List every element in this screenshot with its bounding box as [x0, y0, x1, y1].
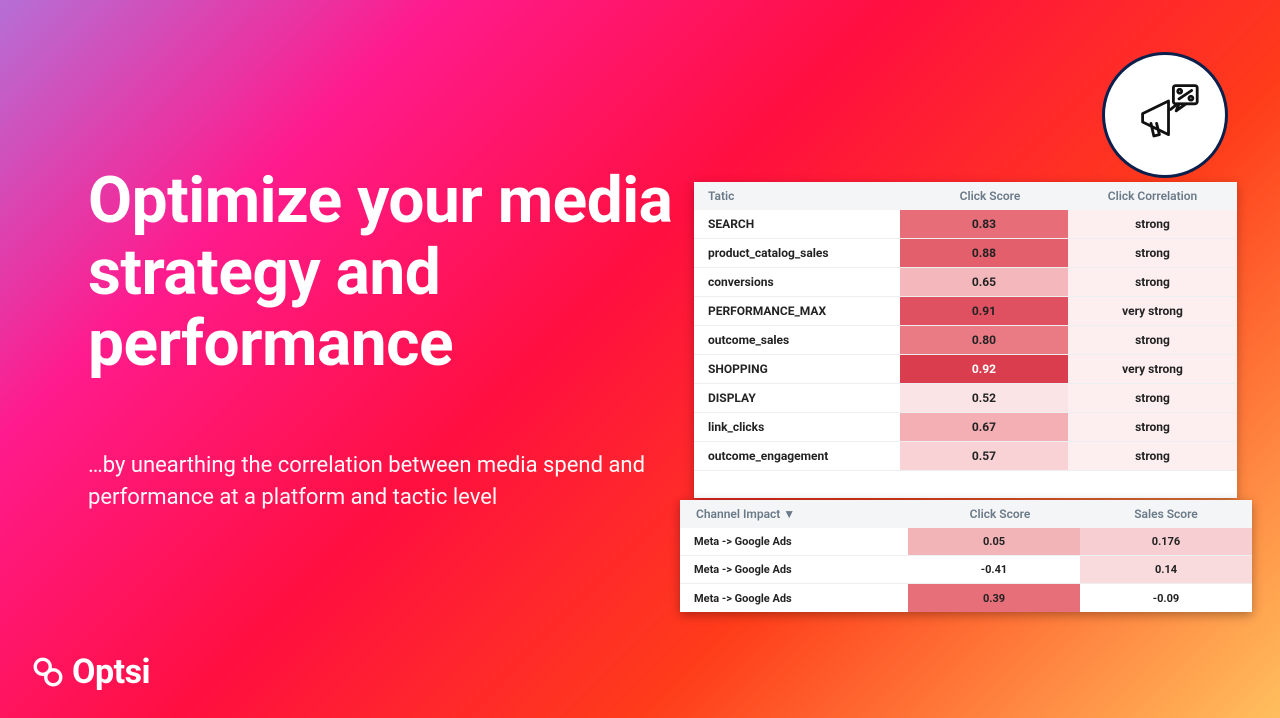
- table-row[interactable]: SHOPPING0.92very strong: [694, 355, 1237, 384]
- channel-cell: Meta -> Google Ads: [680, 556, 908, 583]
- sales-score-cell: -0.09: [1080, 584, 1252, 612]
- tactic-cell: product_catalog_sales: [694, 239, 900, 267]
- col-sales-score[interactable]: Sales Score: [1086, 507, 1246, 521]
- score-cell: 0.83: [900, 210, 1068, 238]
- col-tactic[interactable]: Tatic: [700, 189, 906, 203]
- table-row[interactable]: conversions0.65strong: [694, 268, 1237, 297]
- tactic-cell: SEARCH: [694, 210, 900, 238]
- table-row[interactable]: SEARCH0.83strong: [694, 210, 1237, 239]
- tactic-table: Tatic Click Score Click Correlation SEAR…: [694, 182, 1237, 498]
- tactic-cell: SHOPPING: [694, 355, 900, 383]
- click-score-cell: 0.05: [908, 528, 1080, 555]
- score-cell: 0.88: [900, 239, 1068, 267]
- correlation-cell: strong: [1068, 413, 1237, 441]
- score-cell: 0.80: [900, 326, 1068, 354]
- subtext: …by unearthing the correlation between m…: [88, 450, 648, 514]
- channel-impact-table: Channel Impact ▼ Click Score Sales Score…: [680, 500, 1252, 612]
- headline: Optimize your media strategy and perform…: [88, 165, 688, 380]
- tactic-cell: link_clicks: [694, 413, 900, 441]
- channel-impact-header: Channel Impact ▼ Click Score Sales Score: [680, 500, 1252, 528]
- table-row[interactable]: PERFORMANCE_MAX0.91very strong: [694, 297, 1237, 326]
- correlation-cell: very strong: [1068, 297, 1237, 325]
- col-channel-impact[interactable]: Channel Impact ▼: [686, 507, 914, 521]
- correlation-cell: strong: [1068, 326, 1237, 354]
- tactic-cell: outcome_sales: [694, 326, 900, 354]
- correlation-cell: strong: [1068, 268, 1237, 296]
- score-cell: 0.65: [900, 268, 1068, 296]
- tactic-table-body: SEARCH0.83strongproduct_catalog_sales0.8…: [694, 210, 1237, 471]
- correlation-cell: strong: [1068, 239, 1237, 267]
- promo-icon-badge: [1102, 52, 1228, 178]
- correlation-cell: strong: [1068, 384, 1237, 412]
- channel-impact-body: Meta -> Google Ads0.050.176Meta -> Googl…: [680, 528, 1252, 612]
- correlation-cell: strong: [1068, 442, 1237, 470]
- table-row[interactable]: link_clicks0.67strong: [694, 413, 1237, 442]
- correlation-cell: strong: [1068, 210, 1237, 238]
- table-row[interactable]: Meta -> Google Ads0.050.176: [680, 528, 1252, 556]
- table-row[interactable]: product_catalog_sales0.88strong: [694, 239, 1237, 268]
- score-cell: 0.57: [900, 442, 1068, 470]
- table-row[interactable]: DISPLAY0.52strong: [694, 384, 1237, 413]
- tactic-table-header: Tatic Click Score Click Correlation: [694, 182, 1237, 210]
- tactic-cell: PERFORMANCE_MAX: [694, 297, 900, 325]
- channel-cell: Meta -> Google Ads: [680, 584, 908, 612]
- score-cell: 0.91: [900, 297, 1068, 325]
- col-click-score[interactable]: Click Score: [906, 189, 1074, 203]
- brand-name: Optsi: [72, 652, 150, 692]
- channel-cell: Meta -> Google Ads: [680, 528, 908, 555]
- table-row[interactable]: outcome_engagement0.57strong: [694, 442, 1237, 471]
- table-row[interactable]: Meta -> Google Ads0.39-0.09: [680, 584, 1252, 612]
- tactic-cell: DISPLAY: [694, 384, 900, 412]
- correlation-cell: very strong: [1068, 355, 1237, 383]
- brand-logo: Optsi: [30, 652, 150, 692]
- score-cell: 0.92: [900, 355, 1068, 383]
- click-score-cell: -0.41: [908, 556, 1080, 583]
- col-click-corr[interactable]: Click Correlation: [1074, 189, 1231, 203]
- table-row[interactable]: Meta -> Google Ads-0.410.14: [680, 556, 1252, 584]
- tactic-cell: conversions: [694, 268, 900, 296]
- tactic-cell: outcome_engagement: [694, 442, 900, 470]
- score-cell: 0.52: [900, 384, 1068, 412]
- sales-score-cell: 0.176: [1080, 528, 1252, 555]
- slide: Optimize your media strategy and perform…: [0, 0, 1280, 718]
- click-score-cell: 0.39: [908, 584, 1080, 612]
- col-click-score-2[interactable]: Click Score: [914, 507, 1086, 521]
- megaphone-percent-icon: [1130, 80, 1200, 150]
- score-cell: 0.67: [900, 413, 1068, 441]
- brand-mark-icon: [30, 654, 66, 690]
- table-row[interactable]: outcome_sales0.80strong: [694, 326, 1237, 355]
- sales-score-cell: 0.14: [1080, 556, 1252, 583]
